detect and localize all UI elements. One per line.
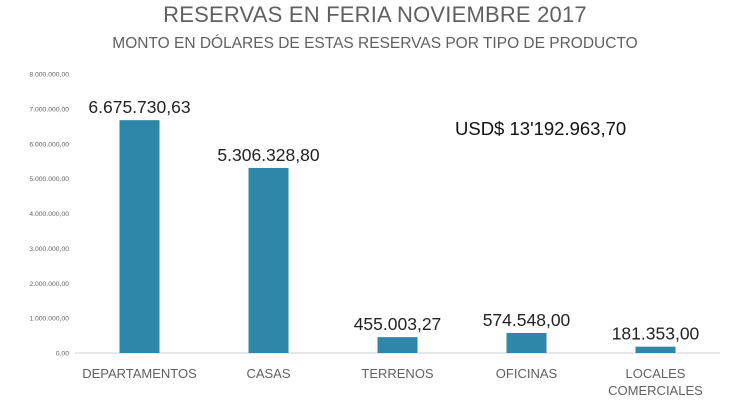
x-category-label: COMERCIALES bbox=[608, 383, 703, 398]
x-category-label: TERRENOS bbox=[361, 366, 434, 381]
bar bbox=[377, 337, 418, 353]
bar-value-label: 5.306.328,80 bbox=[217, 145, 319, 165]
y-tick-label: 0,00 bbox=[56, 351, 69, 358]
bar-value-label: 6.675.730,63 bbox=[88, 97, 190, 117]
y-tick-label: 7.000.000,00 bbox=[29, 106, 69, 113]
y-tick-label: 6.000.000,00 bbox=[29, 141, 69, 148]
bar bbox=[119, 120, 160, 353]
x-category-label: LOCALES bbox=[626, 366, 686, 381]
total-amount-label: USD$ 13'192.963,70 bbox=[455, 118, 627, 139]
bar-value-label: 455.003,27 bbox=[354, 314, 442, 334]
bar-value-label: 181.353,00 bbox=[612, 324, 700, 344]
y-tick-label: 1.000.000,00 bbox=[29, 316, 69, 323]
y-tick-label: 4.000.000,00 bbox=[29, 211, 69, 218]
y-tick-label: 2.000.000,00 bbox=[29, 281, 69, 288]
x-category-label: DEPARTAMENTOS bbox=[82, 366, 197, 381]
y-tick-label: 3.000.000,00 bbox=[29, 246, 69, 253]
chart-subtitle: MONTO EN DÓLARES DE ESTAS RESERVAS POR T… bbox=[112, 35, 638, 52]
chart-title: RESERVAS EN FERIA NOVIEMBRE 2017 bbox=[163, 2, 587, 27]
bar bbox=[506, 332, 547, 353]
x-category-label: OFICINAS bbox=[496, 366, 558, 381]
bar-value-label: 574.548,00 bbox=[483, 310, 571, 330]
y-tick-label: 5.000.000,00 bbox=[29, 176, 69, 183]
bar bbox=[248, 167, 289, 353]
x-category-label: CASAS bbox=[246, 366, 290, 381]
bar bbox=[635, 346, 676, 353]
y-tick-label: 8.000.000,00 bbox=[29, 72, 69, 79]
